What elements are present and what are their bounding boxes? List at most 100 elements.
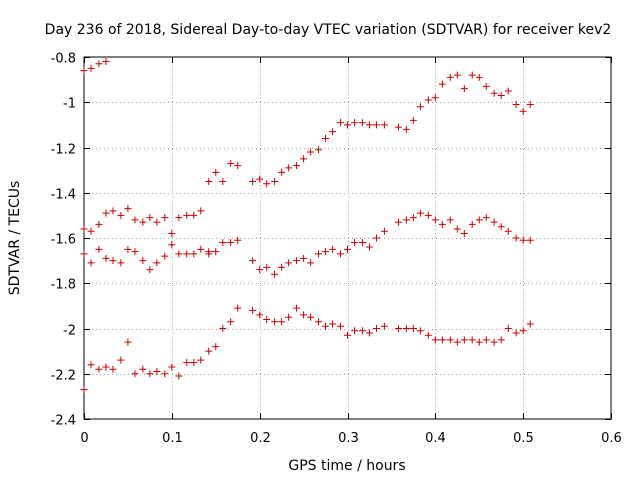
x-tick-label: 0 — [80, 431, 88, 446]
data-point-track-d — [475, 338, 483, 346]
data-point-track-c — [153, 259, 161, 267]
data-point-track-a — [453, 71, 461, 79]
data-point-track-d — [285, 313, 293, 321]
y-tick-label: -1 — [63, 97, 76, 112]
data-point-track-d — [183, 358, 191, 366]
data-point-track-d — [322, 322, 330, 330]
data-point-track-b — [504, 227, 512, 235]
data-point-track-a — [482, 82, 490, 90]
data-point-track-d — [212, 343, 220, 351]
data-point-track-d — [358, 327, 366, 335]
y-tick-label: -1.6 — [51, 233, 76, 248]
data-point-track-a — [409, 116, 417, 124]
data-point-track-b — [227, 239, 235, 247]
data-point-track-a — [256, 175, 264, 183]
data-point-track-d — [504, 325, 512, 332]
data-point-track-d — [329, 320, 337, 328]
data-point-track-a — [212, 168, 220, 176]
data-point-track-b — [365, 243, 373, 251]
x-axis-ticks: 0 0.1 0.2 0.3 0.4 0.5 0.6 — [80, 57, 622, 446]
data-point-track-a — [512, 101, 520, 109]
data-point-track-b — [460, 229, 468, 237]
data-points — [80, 58, 534, 394]
data-point-track-a — [394, 123, 402, 131]
data-point-track-d — [344, 331, 351, 339]
data-point-track-c — [131, 248, 139, 256]
data-point-track-a — [526, 101, 534, 109]
data-point-track-b — [271, 270, 279, 278]
data-point-track-d — [402, 325, 410, 332]
data-point-track-a — [490, 89, 498, 97]
data-point-track-d — [271, 318, 279, 326]
data-point-track-d — [300, 311, 308, 319]
x-tick-label: 0.2 — [250, 431, 271, 446]
data-point-track-c — [139, 257, 147, 265]
data-point-track-c — [168, 241, 176, 249]
data-point-track-b — [336, 250, 344, 258]
data-point-track-b — [256, 266, 264, 274]
data-point-track-c — [95, 245, 103, 253]
data-point-track-d — [482, 336, 490, 344]
data-point-track-a — [438, 80, 446, 88]
data-point-track-b — [109, 207, 117, 215]
data-point-track-b — [372, 234, 380, 242]
data-point-track-a — [329, 128, 337, 136]
data-point-track-b — [453, 225, 461, 233]
data-point-track-a — [80, 67, 88, 75]
x-axis-label: GPS time / hours — [288, 458, 405, 474]
data-point-track-d — [168, 363, 176, 371]
data-point-track-b — [146, 214, 154, 222]
data-point-track-b — [95, 220, 103, 228]
data-point-track-a — [285, 164, 293, 172]
data-point-track-a — [263, 180, 271, 188]
data-point-track-d — [161, 370, 169, 378]
data-point-track-b — [124, 205, 132, 213]
data-point-track-b — [438, 220, 446, 228]
data-point-track-b — [497, 223, 505, 231]
data-point-track-c — [175, 250, 183, 258]
data-point-track-a — [504, 87, 512, 95]
data-point-track-a — [102, 58, 110, 66]
data-point-track-b — [278, 263, 286, 271]
data-point-track-a — [365, 121, 373, 129]
data-point-track-a — [322, 134, 330, 142]
y-tick-label: -2 — [63, 324, 76, 339]
data-point-track-d — [219, 325, 227, 332]
data-point-track-a — [446, 73, 454, 81]
data-point-track-b — [183, 211, 191, 219]
data-point-track-a — [87, 64, 95, 72]
data-point-track-b — [212, 248, 220, 256]
data-point-track-d — [315, 318, 323, 326]
data-point-track-d — [336, 322, 344, 330]
data-point-track-b — [175, 214, 183, 222]
data-point-track-a — [497, 91, 505, 99]
data-point-track-d — [351, 327, 359, 335]
data-point-track-d — [519, 327, 527, 335]
data-point-track-b — [490, 218, 498, 226]
data-point-track-a — [227, 159, 235, 167]
data-point-track-d — [95, 365, 103, 373]
x-tick-label: 0.1 — [162, 431, 183, 446]
x-tick-label: 0.6 — [601, 431, 622, 446]
data-point-track-a — [249, 177, 257, 185]
data-point-track-a — [468, 71, 476, 79]
data-point-track-d — [175, 372, 183, 380]
data-point-track-c — [117, 259, 125, 267]
data-point-track-d — [263, 315, 271, 323]
data-point-track-b — [475, 216, 483, 224]
data-point-track-b — [482, 214, 490, 222]
x-tick-label: 0.4 — [425, 431, 446, 446]
data-point-track-b — [190, 211, 198, 219]
data-point-track-d — [372, 325, 380, 332]
data-point-track-b — [263, 263, 271, 271]
data-point-track-c — [87, 259, 95, 267]
data-point-track-b — [351, 239, 359, 247]
data-point-track-d — [80, 386, 88, 394]
data-point-track-a — [300, 155, 308, 163]
data-point-track-d — [497, 336, 505, 344]
data-point-track-d — [139, 365, 147, 373]
data-point-track-b — [307, 259, 315, 267]
data-point-track-b — [87, 227, 95, 235]
data-point-track-c — [183, 250, 191, 258]
data-point-track-d — [227, 318, 235, 326]
